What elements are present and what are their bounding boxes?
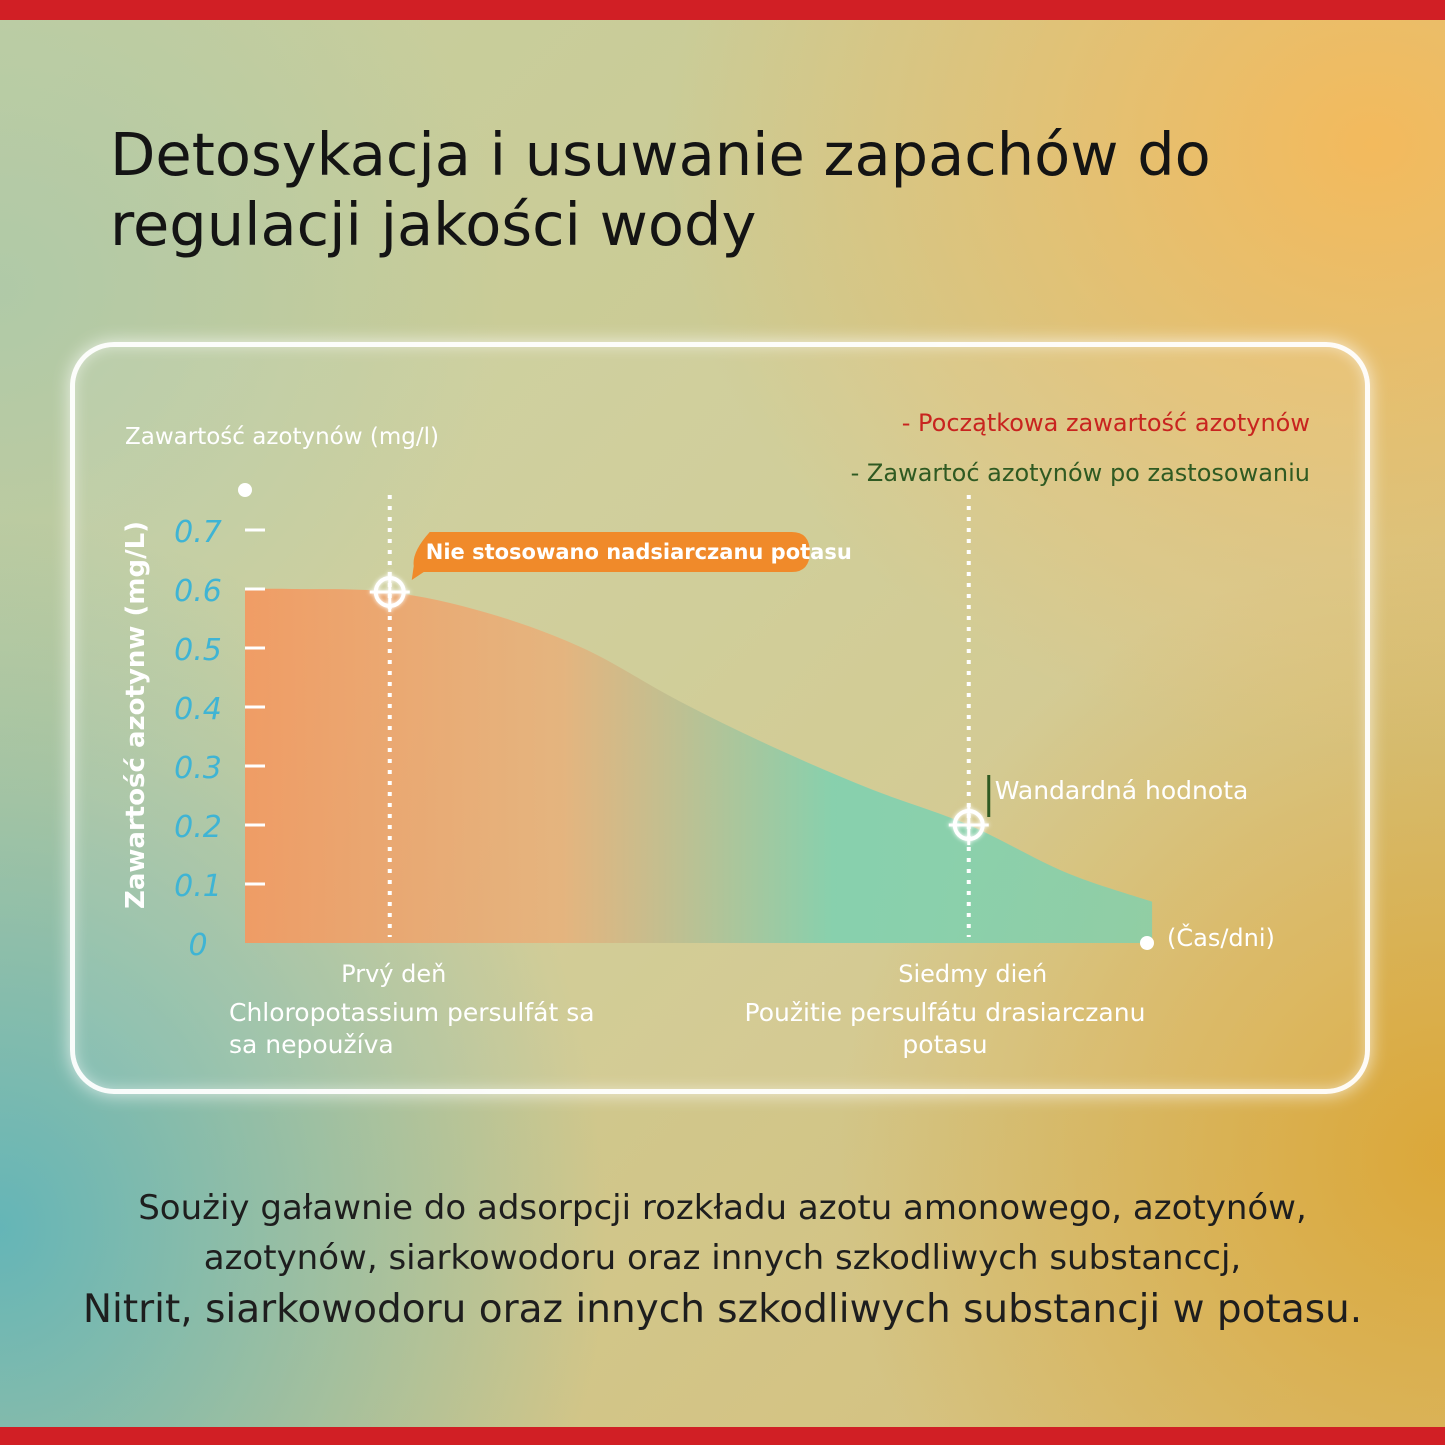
x-axis-label: (Čas/dni) bbox=[1167, 922, 1275, 952]
bottom-accent-bar bbox=[0, 1427, 1445, 1445]
y-axis-label: Zawartość azotynw (mg/L) bbox=[121, 521, 151, 909]
y-tick-label: 0.7 bbox=[174, 515, 222, 550]
page-title: Detosykacja i usuwanie zapachów do regul… bbox=[110, 120, 1211, 259]
y-tick-label: 0 bbox=[188, 928, 207, 963]
x-axis-end-dot bbox=[1140, 936, 1154, 950]
x-category-label: Siedmy dień bbox=[898, 960, 1047, 988]
x-category-caption: sa nepoužíva bbox=[229, 1030, 394, 1059]
x-category-caption: Použitie persulfátu drasiarczanu bbox=[745, 998, 1146, 1027]
y-tick-label: 0.2 bbox=[174, 810, 222, 845]
x-category-label: Prvý deň bbox=[341, 960, 446, 988]
chart-panel bbox=[70, 342, 1370, 1094]
y-tick-label: 0.4 bbox=[174, 692, 222, 727]
top-accent-bar bbox=[0, 0, 1445, 20]
y-tick-label: 0.6 bbox=[174, 574, 222, 609]
callout-label: Nie stosowano nadsiarczanu potasu bbox=[426, 540, 852, 564]
nitrite-area bbox=[245, 588, 1153, 943]
x-category-caption: Chloropotassium persulfát sa bbox=[229, 998, 595, 1027]
callout-bubble bbox=[411, 532, 810, 580]
description-line-3: Nitrit, siarkowodoru oraz innych szkodli… bbox=[82, 1287, 1363, 1332]
annotation-label: Wandardná hodnota bbox=[995, 776, 1249, 805]
chart-title: Zawartość azotynów (mg/l) bbox=[125, 424, 439, 450]
y-tick-label: 0.3 bbox=[174, 751, 222, 786]
y-tick-label: 0.5 bbox=[174, 633, 222, 668]
legend-entry: - Zawartoć azotynów po zastosowaniu bbox=[851, 459, 1310, 487]
description-line-2: azotynów, siarkowodoru oraz innych szkod… bbox=[203, 1238, 1242, 1278]
crosshair-marker bbox=[948, 805, 989, 845]
crosshair-marker bbox=[369, 571, 410, 612]
legend-entry: - Początkowa zawartość azotynów bbox=[902, 409, 1310, 437]
description-line-1: Soużiy gaławnie do adsorpcji rozkładu az… bbox=[138, 1188, 1307, 1228]
y-tick-label: 0.1 bbox=[174, 869, 222, 904]
y-axis-end-dot bbox=[238, 483, 252, 497]
x-category-caption: potasu bbox=[902, 1030, 987, 1059]
legend: - Początkowa zawartość azotynów - Zawarto… bbox=[851, 409, 1310, 487]
